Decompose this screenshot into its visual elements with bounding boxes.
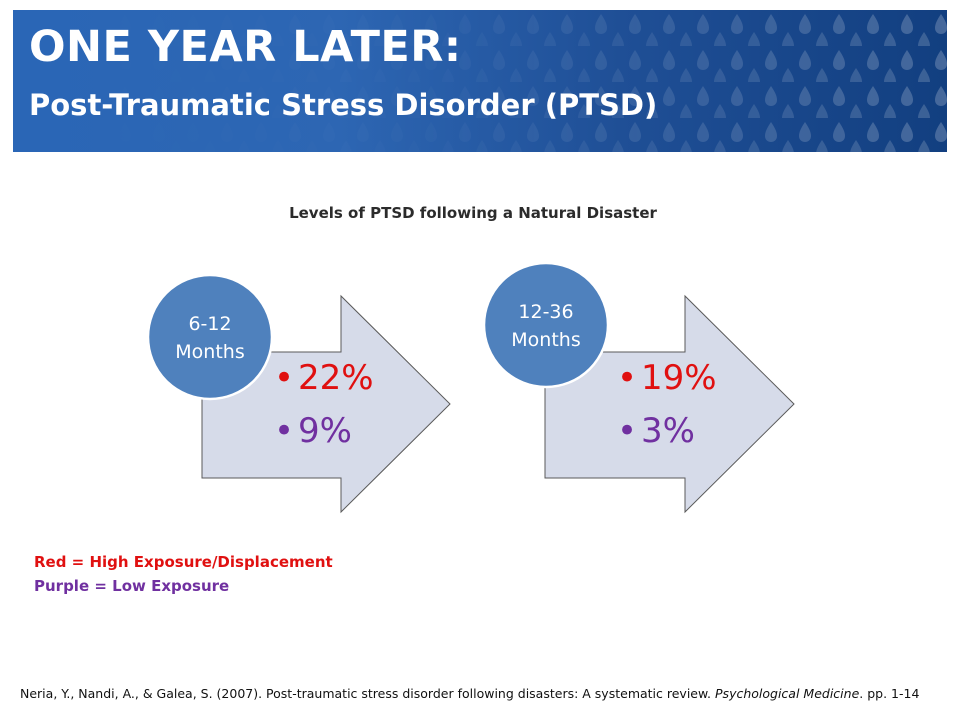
high-exposure-value: 22% (298, 358, 374, 398)
high-exposure-value: 19% (641, 358, 717, 398)
banner-pattern (13, 10, 947, 152)
bullet-high: • (617, 358, 637, 398)
citation-journal: Psychological Medicine (715, 686, 860, 701)
bullet-low: • (274, 411, 294, 451)
period-label-line2: Months (511, 329, 580, 351)
page-title: ONE YEAR LATER: (29, 22, 462, 72)
citation-authors: Neria, Y., Nandi, A., & Galea, S. (2007)… (20, 686, 716, 701)
citation-pages: . pp. 1-14 (859, 686, 920, 701)
period-label-line2: Months (175, 341, 244, 363)
panel-6-12-months: 6-12 Months • 22% • 9% (146, 273, 451, 514)
low-exposure-value: 9% (298, 411, 352, 451)
panel-12-36-months: 12-36 Months • 19% • 3% (482, 261, 795, 514)
page-subtitle: Post-Traumatic Stress Disorder (PTSD) (29, 88, 658, 122)
legend-low-exposure: Purple = Low Exposure (34, 577, 230, 595)
diagram-title: Levels of PTSD following a Natural Disas… (289, 204, 657, 222)
low-exposure-value: 3% (641, 411, 695, 451)
period-label-line1: 12-36 (518, 301, 573, 323)
period-circle (146, 273, 274, 401)
arrow-shape (201, 294, 451, 514)
period-label-line1: 6-12 (188, 313, 231, 335)
period-circle (482, 261, 610, 389)
citation: Neria, Y., Nandi, A., & Galea, S. (2007)… (20, 686, 919, 701)
legend-high-exposure: Red = High Exposure/Displacement (34, 553, 333, 571)
header-banner: ONE YEAR LATER: Post-Traumatic Stress Di… (13, 10, 947, 152)
bullet-low: • (617, 411, 637, 451)
arrow-shape (544, 294, 795, 514)
bullet-high: • (274, 358, 294, 398)
